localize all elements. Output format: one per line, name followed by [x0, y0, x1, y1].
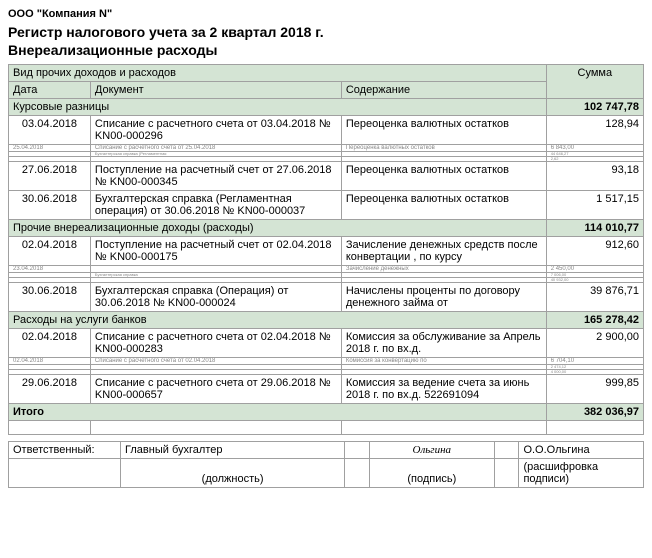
cell-sum: 6 704,10: [546, 358, 643, 365]
cell-content: Комиссия за обслуживание за Апрель 2018 …: [341, 329, 546, 358]
header-content: Содержание: [341, 82, 546, 99]
cell-date: 03.04.2018: [9, 116, 91, 145]
sig-position: Главный бухгалтер: [121, 442, 345, 459]
cell-content: Комиссия за конвертацию по: [341, 358, 546, 365]
cell-sum: 128,94: [546, 116, 643, 145]
sig-signature: Ольгина: [370, 442, 495, 459]
report-title: Регистр налогового учета за 2 квартал 20…: [8, 24, 644, 40]
cell-content: Комиссия за ведение счета за июнь 2018 г…: [341, 375, 546, 404]
company-name: ООО "Компания N": [8, 8, 644, 20]
header-sum: Сумма: [546, 65, 643, 99]
cell-date: 25.04.2018: [9, 145, 91, 152]
cell-doc: Поступление на расчетный счет от 27.06.2…: [90, 162, 341, 191]
cell-doc: Бухгалтерская справка (Регламентная опер…: [90, 191, 341, 220]
grand-total-label: Итого: [9, 404, 547, 421]
section-name: Прочие внереализационные доходы (расходы…: [9, 220, 547, 237]
section-name: Курсовые разницы: [9, 99, 547, 116]
cell-date: 29.06.2018: [9, 375, 91, 404]
cell-date: 02.04.2018: [9, 329, 91, 358]
cell-doc: Списание с расчетного счета от 02.04.201…: [90, 329, 341, 358]
cell-content: Переоценка валютных остатков: [341, 116, 546, 145]
section-total: 165 278,42: [546, 312, 643, 329]
cell-doc: Списание с расчетного счета от 25.04.201…: [90, 145, 341, 152]
cell-sum: 2 900,00: [546, 329, 643, 358]
section-name: Расходы на услуги банков: [9, 312, 547, 329]
cell-sum: 912,60: [546, 237, 643, 266]
cell-date: 02.04.2018: [9, 237, 91, 266]
cell-content: Зачисление денежных: [341, 266, 546, 273]
cell-content: Зачисление денежных средств после конвер…: [341, 237, 546, 266]
cell-date: 30.06.2018: [9, 191, 91, 220]
cell-content: Переоценка валютных остатков: [341, 191, 546, 220]
cell-sum: 2 450,00: [546, 266, 643, 273]
cell-date: 30.06.2018: [9, 283, 91, 312]
cell-content: Переоценка валютных остатков: [341, 162, 546, 191]
cell-doc: Бухгалтерская справка (Операция) от 30.0…: [90, 283, 341, 312]
section-total: 114 010,77: [546, 220, 643, 237]
header-date: Дата: [9, 82, 91, 99]
cell-sum: 93,18: [546, 162, 643, 191]
header-group: Вид прочих доходов и расходов: [9, 65, 547, 82]
grand-total-sum: 382 036,97: [546, 404, 643, 421]
cell-date: 02.04.2018: [9, 358, 91, 365]
sig-hint-name: (расшифровка подписи): [519, 459, 644, 488]
cell-sum: 1 517,15: [546, 191, 643, 220]
cell-date: 27.06.2018: [9, 162, 91, 191]
report-subtitle: Внереализационные расходы: [8, 42, 644, 58]
cell-doc: Списание с расчетного счета от 03.04.201…: [90, 116, 341, 145]
report-table: Вид прочих доходов и расходов Сумма Дата…: [8, 64, 644, 435]
sig-hint-sign: (подпись): [370, 459, 495, 488]
section-total: 102 747,78: [546, 99, 643, 116]
cell-sum: 39 876,71: [546, 283, 643, 312]
cell-sum: 6 843,00: [546, 145, 643, 152]
cell-content: Начислены проценты по договору денежного…: [341, 283, 546, 312]
cell-doc: [90, 266, 341, 273]
cell-sum: 999,85: [546, 375, 643, 404]
sig-hint-position: (должность): [121, 459, 345, 488]
cell-doc: Списание с расчетного счета от 02.04.201…: [90, 358, 341, 365]
cell-date: 23.04.2018: [9, 266, 91, 273]
cell-doc: Поступление на расчетный счет от 02.04.2…: [90, 237, 341, 266]
header-doc: Документ: [90, 82, 341, 99]
cell-doc: Списание с расчетного счета от 29.06.201…: [90, 375, 341, 404]
sig-role: Ответственный:: [9, 442, 121, 459]
sig-fullname: О.О.Ольгина: [519, 442, 644, 459]
signature-block: Ответственный: Главный бухгалтер Ольгина…: [8, 441, 644, 488]
cell-content: Переоценка валютных остатков: [341, 145, 546, 152]
